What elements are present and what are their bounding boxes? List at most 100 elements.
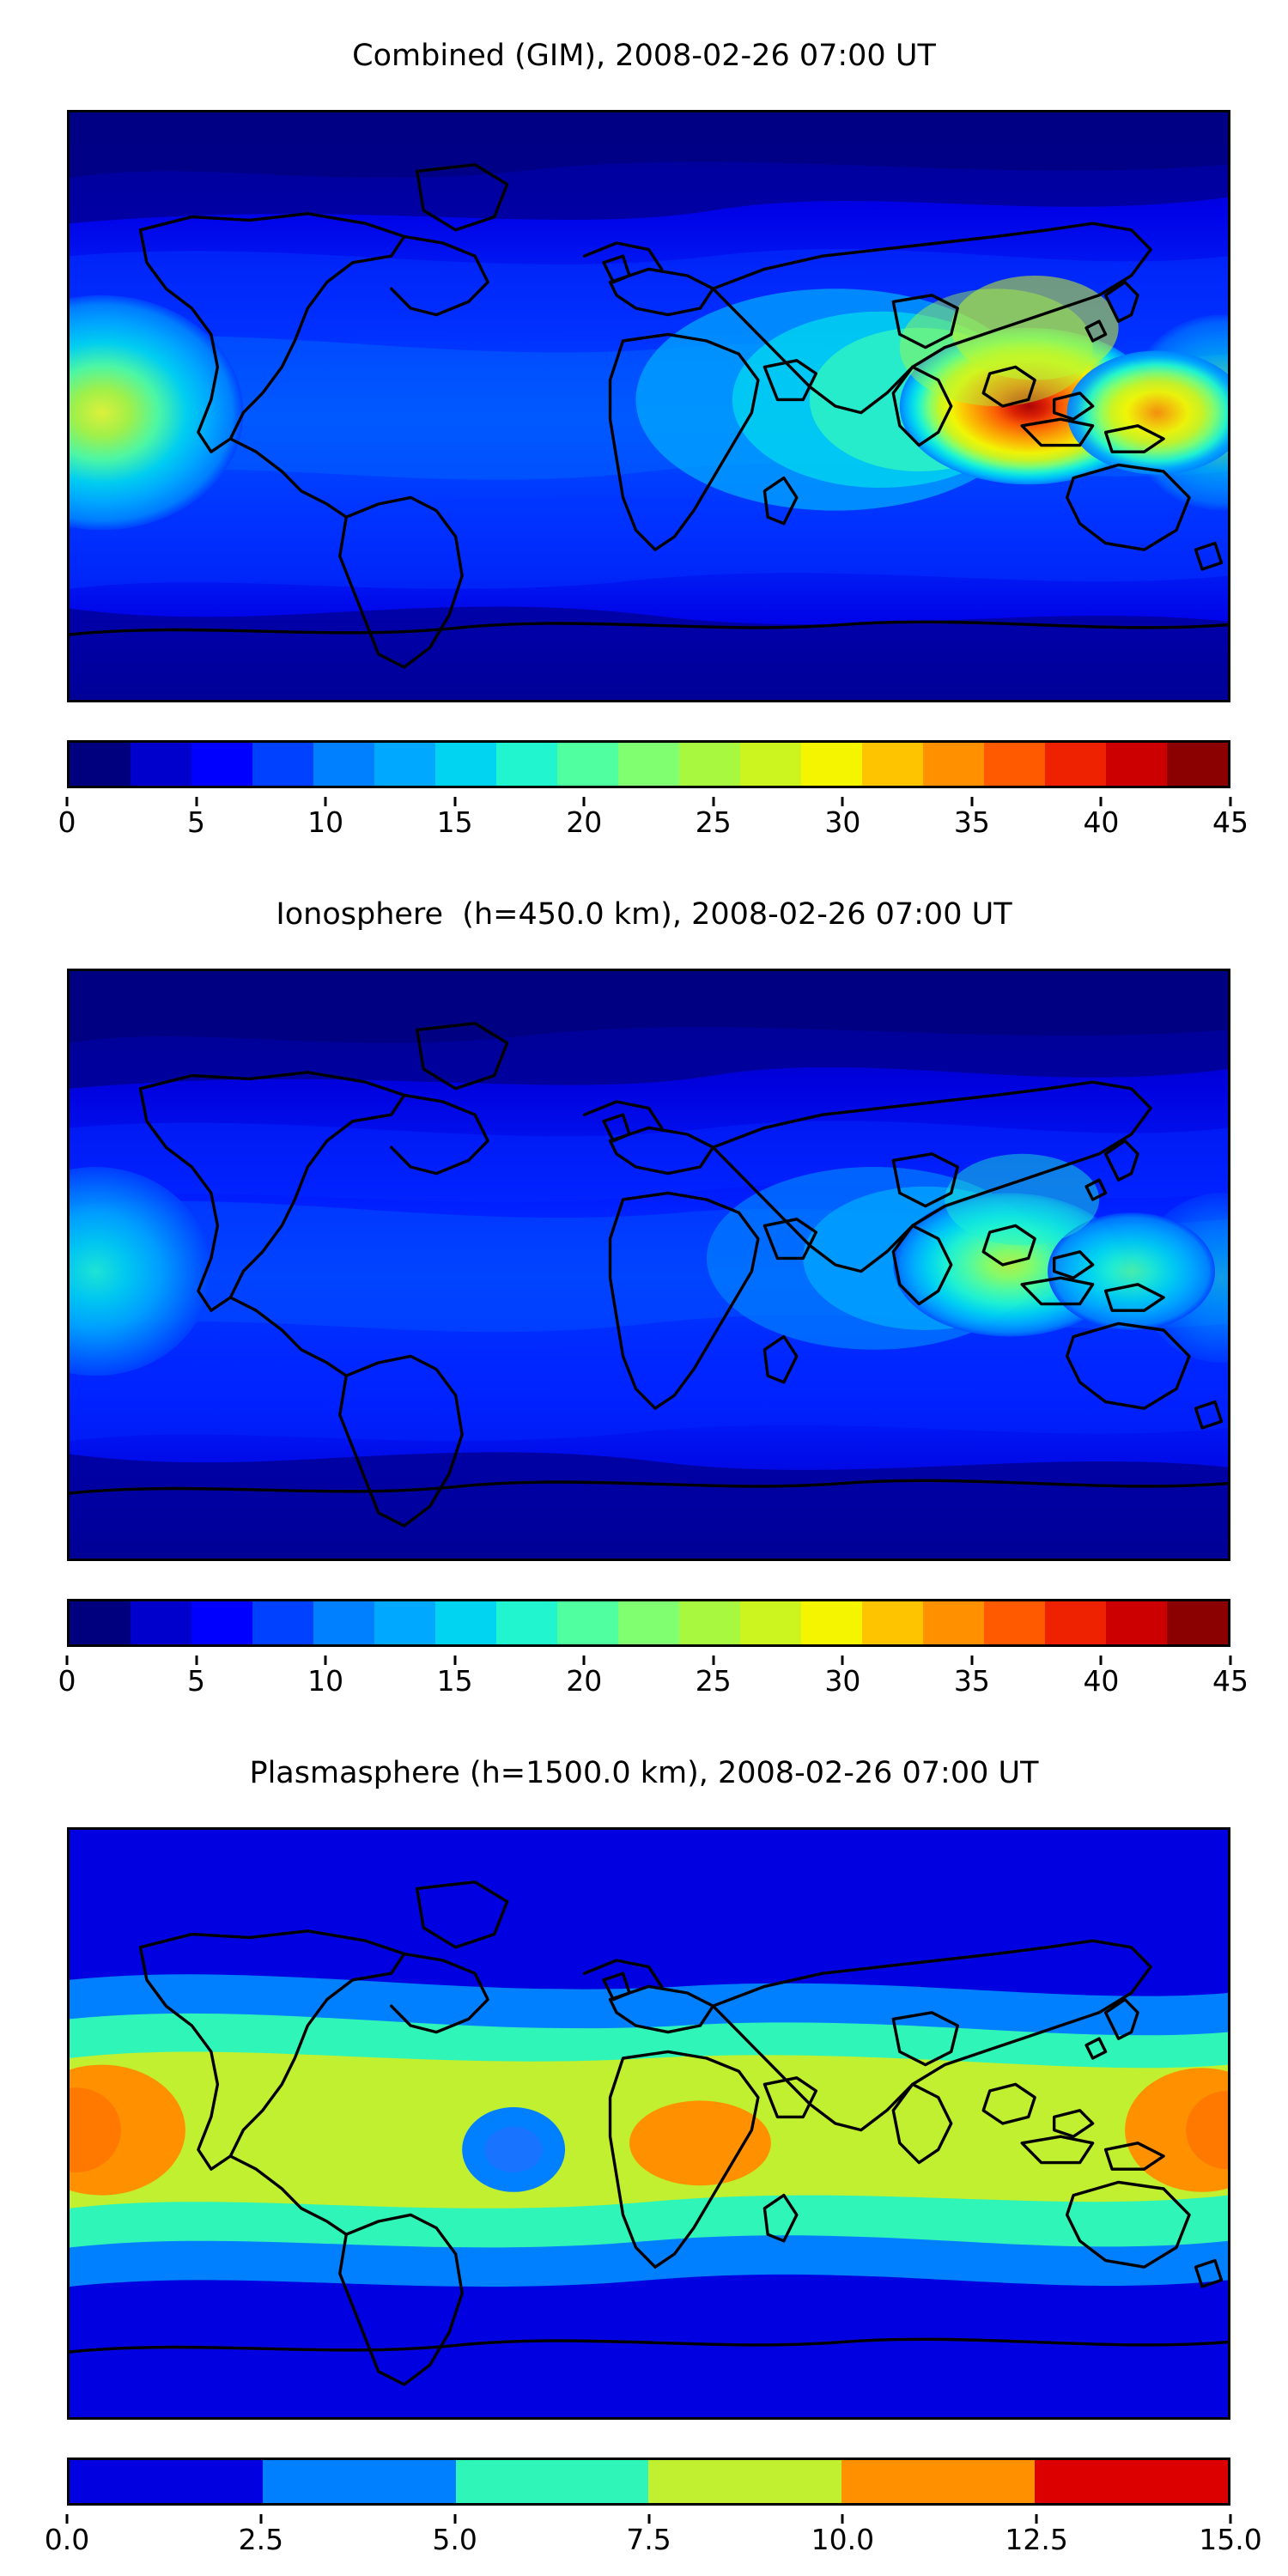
colorbar-band-13 (862, 1601, 923, 1644)
colorbar-band-6 (435, 1601, 496, 1644)
colorbar-band-12 (801, 1601, 862, 1644)
colorbar-tickmark (195, 797, 198, 806)
colorbar-band-1 (262, 2460, 456, 2503)
colorbar-band-11 (740, 743, 801, 786)
panel-ionosphere: Ionosphere (h=450.0 km), 2008-02-26 07:0… (0, 859, 1288, 1717)
colorbar-tick-label: 10 (307, 805, 344, 839)
colorbar-ionosphere-bands (67, 1599, 1230, 1647)
colorbar-plasmasphere (67, 2458, 1230, 2506)
colorbar-band-17 (1106, 1601, 1167, 1644)
colorbar-tick-label: 45 (1212, 805, 1249, 839)
colorbar-band-2 (191, 743, 252, 786)
panel-combined: Combined (GIM), 2008-02-26 07:00 UT (0, 0, 1288, 859)
colorbar-band-15 (984, 743, 1045, 786)
colorbar-tickmark (65, 1656, 69, 1665)
colorbar-tickmark (1229, 2514, 1232, 2524)
colorbar-tick-label: 20 (566, 805, 603, 839)
colorbar-tickmark (1099, 797, 1103, 806)
colorbar-band-5 (1035, 2460, 1228, 2503)
colorbar-tickmark (453, 797, 457, 806)
colorbar-tickmark (1229, 1656, 1232, 1665)
colorbar-band-11 (740, 1601, 801, 1644)
colorbar-tickmark (453, 2514, 457, 2524)
colorbar-plasmasphere-ticks: 0.0 2.5 5.0 7.5 10.0 12.5 15.0 (45, 2514, 1262, 2556)
colorbar-band-13 (862, 743, 923, 786)
colorbar-tick-label: 0 (58, 1664, 76, 1698)
colorbar-ionosphere (67, 1599, 1230, 1647)
colorbar-tickmark (841, 2514, 844, 2524)
colorbar-band-16 (1045, 743, 1106, 786)
colorbar-tick-label: 0 (58, 805, 76, 839)
colorbar-tickmark (1099, 1656, 1103, 1665)
colorbar-tick-label: 12.5 (1005, 2523, 1068, 2556)
colorbar-band-16 (1045, 1601, 1106, 1644)
colorbar-band-3 (252, 1601, 313, 1644)
colorbar-tickmark (259, 2514, 263, 2524)
colorbar-tick-label: 10.0 (811, 2523, 875, 2556)
colorbar-band-9 (618, 743, 679, 786)
colorbar-tick-label: 2.5 (238, 2523, 284, 2556)
colorbar-tickmark (970, 1656, 974, 1665)
colorbar-tickmark (970, 797, 974, 806)
colorbar-band-7 (496, 1601, 557, 1644)
map-combined (67, 110, 1230, 702)
colorbar-tick-label: 10 (307, 1664, 344, 1698)
colorbar-tick-label: 30 (824, 1664, 861, 1698)
colorbar-band-9 (618, 1601, 679, 1644)
colorbar-tick-label: 25 (695, 1664, 732, 1698)
colorbar-tickmark (582, 797, 586, 806)
colorbar-band-10 (679, 743, 740, 786)
colorbar-band-6 (435, 743, 496, 786)
colorbar-tick-label: 15.0 (1199, 2523, 1262, 2556)
map-plasmasphere-field (70, 1830, 1228, 2417)
colorbar-combined (67, 740, 1230, 788)
colorbar-tick-label: 45 (1212, 1664, 1249, 1698)
colorbar-band-3 (648, 2460, 842, 2503)
colorbar-band-2 (455, 2460, 649, 2503)
colorbar-band-14 (923, 743, 984, 786)
colorbar-band-8 (557, 743, 618, 786)
colorbar-tick-label: 25 (695, 805, 732, 839)
colorbar-tickmark (712, 797, 715, 806)
colorbar-tickmark (582, 1656, 586, 1665)
colorbar-tick-label: 30 (824, 805, 861, 839)
colorbar-tick-label: 15 (436, 805, 473, 839)
colorbar-combined-bands (67, 740, 1230, 788)
colorbar-band-7 (496, 743, 557, 786)
colorbar-tick-label: 20 (566, 1664, 603, 1698)
colorbar-tickmark (324, 1656, 327, 1665)
colorbar-band-12 (801, 743, 862, 786)
colorbar-plasmasphere-bands (67, 2458, 1230, 2506)
colorbar-tickmark (841, 1656, 844, 1665)
colorbar-band-14 (923, 1601, 984, 1644)
colorbar-tickmark (1229, 797, 1232, 806)
map-ionosphere (67, 969, 1230, 1561)
colorbar-band-0 (70, 743, 131, 786)
colorbar-tick-label: 7.5 (626, 2523, 671, 2556)
colorbar-tick-label: 40 (1083, 805, 1120, 839)
colorbar-tick-label: 35 (953, 1664, 990, 1698)
colorbar-combined-ticks: 0 5 10 15 20 25 30 35 40 45 (58, 797, 1249, 839)
map-ionosphere-field (70, 971, 1228, 1558)
colorbar-band-2 (191, 1601, 252, 1644)
colorbar-tickmark (1035, 2514, 1038, 2524)
colorbar-band-17 (1106, 743, 1167, 786)
colorbar-tick-label: 5 (187, 1664, 206, 1698)
colorbar-tick-label: 15 (436, 1664, 473, 1698)
colorbar-ionosphere-ticks: 0 5 10 15 20 25 30 35 40 45 (58, 1656, 1249, 1698)
colorbar-band-18 (1167, 1601, 1228, 1644)
colorbar-band-18 (1167, 743, 1228, 786)
colorbar-tick-label: 5 (187, 805, 206, 839)
colorbar-band-0 (70, 1601, 131, 1644)
colorbar-tickmark (195, 1656, 198, 1665)
colorbar-tick-label: 0.0 (44, 2523, 90, 2556)
colorbar-band-8 (557, 1601, 618, 1644)
colorbar-band-10 (679, 1601, 740, 1644)
colorbar-band-5 (374, 1601, 435, 1644)
colorbar-band-1 (131, 1601, 191, 1644)
colorbar-band-4 (313, 1601, 374, 1644)
panel-combined-title: Combined (GIM), 2008-02-26 07:00 UT (352, 39, 936, 73)
colorbar-tick-label: 40 (1083, 1664, 1120, 1698)
colorbar-band-3 (252, 743, 313, 786)
